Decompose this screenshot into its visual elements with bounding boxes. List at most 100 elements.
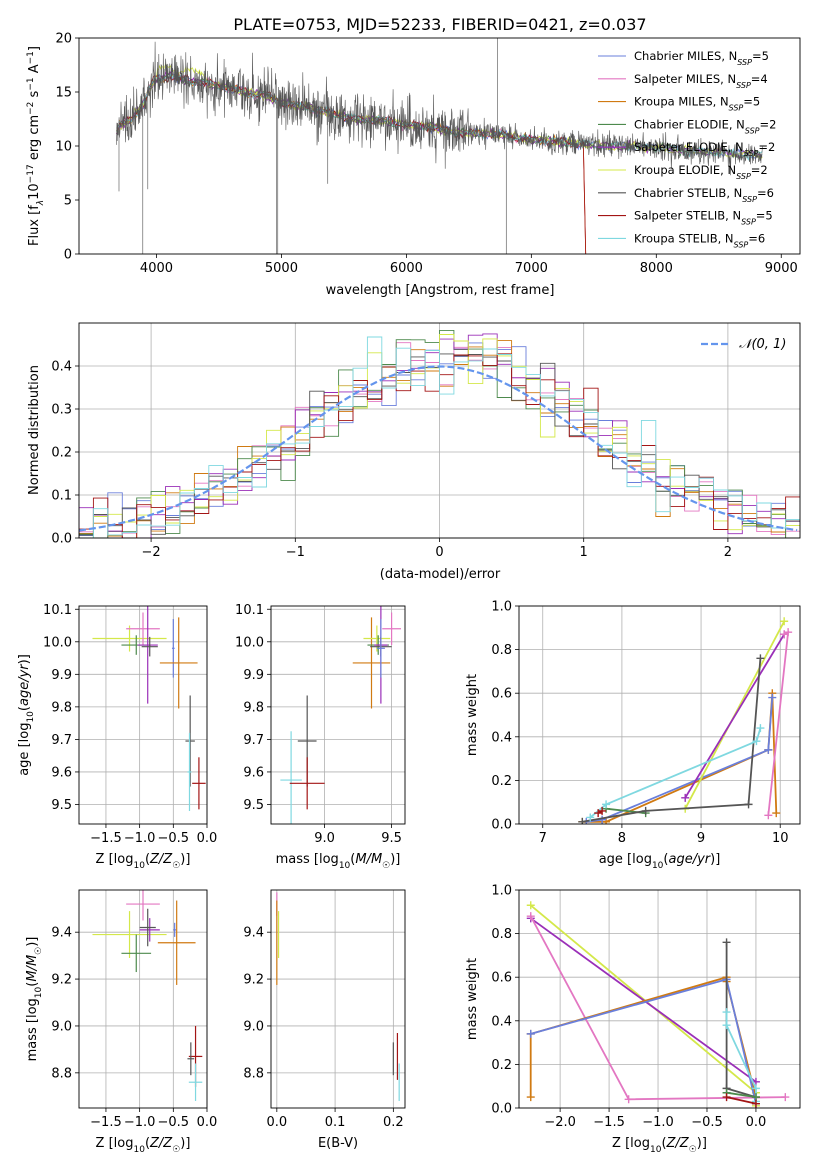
y-tick-label: 10.0 — [235, 635, 264, 650]
y-axis-label: mass [log10(M/M☉)] — [25, 937, 44, 1062]
age-vs-metallicity-panel: −1.5 −1.0 −0.5 0.0 9.5 9.6 9.7 9.8 9.9 10.0 10.1 Z … — [17, 603, 217, 871]
x-tick-label: −1.0 — [642, 1115, 674, 1130]
x-tick-label: 0.2 — [383, 1115, 404, 1130]
plot-area — [92, 890, 203, 1101]
y-axis-label: age [log10(age/yr)] — [17, 654, 36, 776]
legend-entry: Kroupa STELIB, NSSP=6 — [634, 231, 765, 249]
y-tick-label: 0.4 — [51, 360, 72, 375]
x-tick-label: 0 — [435, 545, 443, 560]
x-tick-label: 0.1 — [325, 1115, 346, 1130]
y-tick-label: 9.6 — [243, 765, 264, 780]
data-point — [641, 806, 650, 815]
x-tick-label: 6000 — [390, 261, 423, 276]
legend-entry: Salpeter MILES, NSSP=4 — [634, 72, 768, 90]
series-line-salpeter-elodie — [684, 633, 785, 799]
y-tick-label: 1.0 — [491, 600, 512, 615]
data-point — [764, 745, 773, 754]
mass-vs-metallicity-panel: −1.5 −1.0 −0.5 0.0 8.8 9.0 9.2 9.4 Z [log10(Z/Z☉… — [25, 889, 218, 1155]
x-axis-label: wavelength [Angstrom, rest frame] — [326, 283, 555, 298]
y-tick-label: 9.8 — [51, 700, 72, 715]
mass-weight-vs-metallicity-panel: −2.0 −1.5 −1.0 −0.5 0.0 0.0 0.2 0.4 0.6 0.8 1.0 Z [… — [465, 884, 801, 1155]
axes-frame — [518, 889, 801, 1109]
data-point — [602, 800, 611, 809]
legend-entry: Salpeter STELIB, NSSP=5 — [634, 209, 773, 227]
x-tick-label: 2 — [724, 545, 732, 560]
y-tick-label: 0.0 — [491, 1102, 512, 1117]
legend-entry: Salpeter ELODIE, NSSP=2 — [634, 140, 775, 158]
x-tick-label: 8 — [618, 831, 626, 846]
axes-frame — [78, 37, 801, 255]
plot-area — [276, 892, 400, 1101]
data-point — [751, 1084, 760, 1093]
data-point — [586, 813, 595, 822]
data-point — [722, 1021, 731, 1030]
x-tick-label: 8000 — [640, 261, 673, 276]
y-tick-label: 10.0 — [43, 635, 72, 650]
data-point — [526, 1029, 535, 1038]
residuals-panel: −2 −1 0 1 2 0.0 0.1 0.2 0.3 0.4 𝒩(0, 1) (data-model… — [27, 322, 801, 582]
series-line-salpeter-stelib — [726, 1096, 757, 1105]
data-point — [756, 724, 765, 733]
data-point — [722, 1008, 731, 1017]
y-tick-label: 8.8 — [243, 1066, 264, 1081]
x-tick-label: 7000 — [515, 261, 548, 276]
y-tick-label: 0 — [64, 248, 72, 263]
y-tick-label: 0.4 — [491, 730, 512, 745]
y-tick-label: 0.6 — [491, 687, 512, 702]
plot-area — [116, 38, 763, 254]
histogram-kroupa-stelib — [79, 336, 800, 538]
y-tick-label: 9.5 — [243, 798, 264, 813]
legend-entry: Chabrier ELODIE, NSSP=2 — [634, 117, 776, 135]
series-line-chabrier-stelib — [582, 658, 762, 823]
spectrum-legend: Chabrier MILES, NSSP=5 Salpeter MILES, NS… — [598, 49, 776, 249]
data-point — [744, 800, 753, 809]
data-point — [780, 630, 789, 639]
axes-frame — [270, 889, 406, 1109]
x-tick-label: 5000 — [265, 261, 298, 276]
data-point — [722, 1093, 731, 1102]
y-axis-label: Normed distribution — [27, 365, 42, 495]
data-point — [780, 617, 789, 626]
x-tick-label: 7 — [539, 831, 547, 846]
data-point — [768, 693, 777, 702]
plot-area — [578, 617, 793, 824]
y-tick-label: 9.9 — [51, 668, 72, 683]
axes-frame — [270, 605, 406, 825]
x-tick-label: 0.0 — [197, 1115, 218, 1130]
observed-spectrum — [116, 41, 763, 176]
series-line-chabrier-elodie — [726, 1091, 757, 1098]
y-axis-label: mass weight — [465, 674, 480, 756]
data-point — [772, 809, 781, 818]
plot-area — [280, 606, 401, 824]
y-tick-label: 9.9 — [243, 668, 264, 683]
x-tick-label: 4000 — [140, 261, 173, 276]
spectrum-panel: 4000 5000 6000 7000 8000 9000 0 5 10 15 20 waveleng… — [26, 32, 801, 298]
series-line-kroupa-miles — [529, 976, 757, 1098]
x-tick-label: −1.0 — [124, 831, 156, 846]
mass-weight-vs-age-panel: 7 8 9 10 0.0 0.2 0.4 0.6 0.8 1.0 age [log10(age/yr… — [465, 600, 801, 871]
x-tick-label: 9000 — [765, 261, 798, 276]
y-tick-label: 9.4 — [243, 926, 264, 941]
data-point — [781, 1093, 790, 1102]
x-tick-label: −2.0 — [544, 1115, 576, 1130]
y-tick-label: 0.0 — [491, 818, 512, 833]
data-point — [752, 737, 761, 746]
data-point — [756, 654, 765, 663]
x-tick-label: 9.5 — [381, 831, 402, 846]
data-point — [598, 806, 607, 815]
y-tick-label: 5 — [64, 194, 72, 209]
x-tick-label: 10 — [772, 831, 789, 846]
x-axis-label: mass [log10(M/M☉)] — [276, 852, 401, 871]
plot-area — [79, 329, 800, 538]
series-line-salpeter-miles — [767, 630, 790, 816]
y-tick-label: 9.4 — [51, 926, 72, 941]
data-point — [722, 938, 731, 947]
x-tick-label: −0.5 — [158, 831, 190, 846]
x-tick-label: −2 — [142, 545, 161, 560]
plot-area — [92, 606, 206, 811]
x-tick-label: 0.0 — [266, 1115, 287, 1130]
data-point — [624, 1095, 633, 1104]
axes-frame — [518, 605, 801, 825]
x-tick-label: 0.0 — [746, 1115, 767, 1130]
